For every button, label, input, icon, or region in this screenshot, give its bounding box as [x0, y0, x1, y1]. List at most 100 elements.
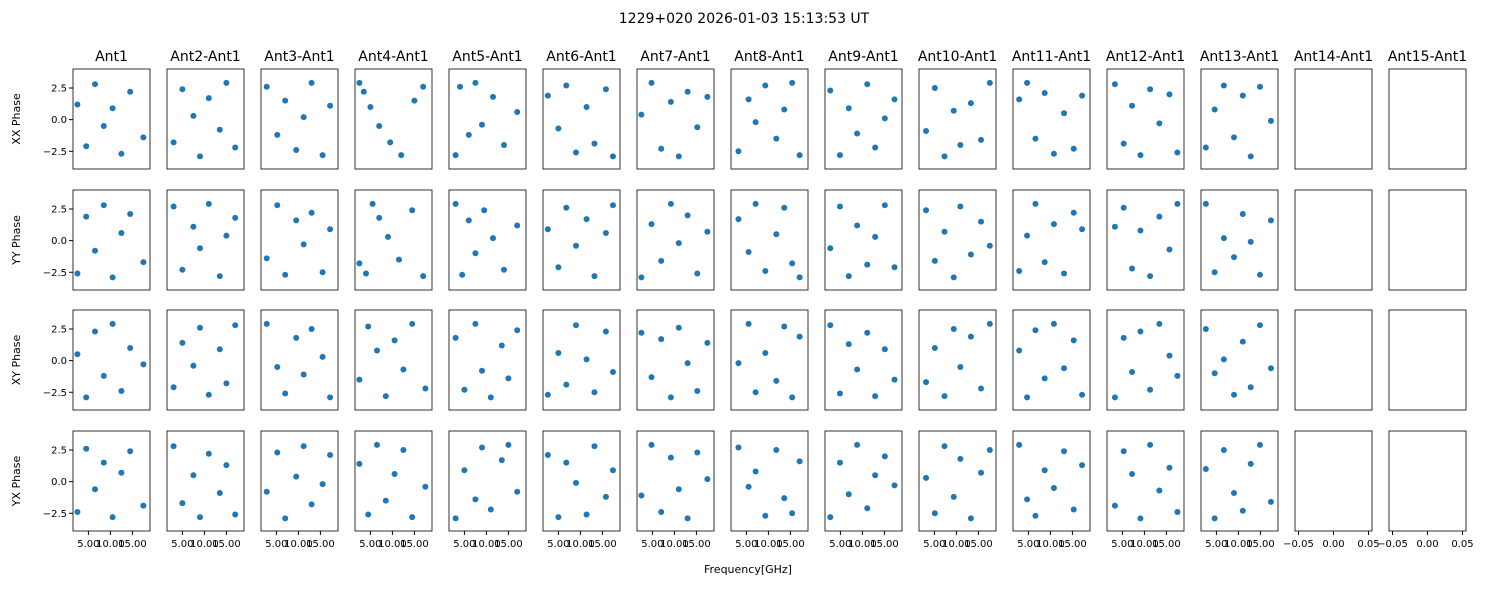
point: [74, 270, 81, 277]
point: [74, 509, 81, 516]
point: [752, 468, 759, 475]
axes-frame: [448, 189, 527, 291]
point: [216, 273, 223, 280]
point: [1137, 515, 1144, 522]
x-tick-label: 0.05: [1451, 539, 1473, 550]
point: [319, 269, 326, 276]
axes-frame: [1012, 68, 1091, 170]
axes-frame: [730, 430, 809, 532]
column-title: Ant7-Ant1: [640, 49, 710, 65]
point: [854, 366, 861, 373]
point: [452, 200, 459, 207]
point: [854, 130, 861, 137]
point: [83, 143, 90, 150]
point: [308, 501, 315, 508]
axes-frame: [1294, 309, 1373, 411]
x-tick-label: 10.00: [190, 539, 219, 550]
point: [872, 472, 879, 479]
point: [118, 150, 125, 157]
x-tick-label: 5.00: [547, 539, 569, 550]
point: [796, 274, 803, 281]
point: [1129, 102, 1136, 109]
point: [891, 96, 898, 103]
point: [465, 217, 472, 224]
point: [864, 505, 871, 512]
x-tick-label: 10.00: [942, 539, 971, 550]
point: [609, 369, 616, 376]
axes-frame: [1388, 430, 1467, 532]
point: [1247, 238, 1254, 245]
point: [490, 235, 496, 242]
point: [773, 231, 780, 238]
point: [479, 367, 485, 374]
point: [773, 135, 780, 142]
point: [190, 362, 197, 369]
axes-frame: [542, 189, 621, 291]
point: [891, 376, 898, 383]
point: [978, 469, 985, 476]
point: [179, 500, 186, 507]
point: [232, 322, 239, 329]
point: [92, 486, 98, 493]
point: [382, 497, 389, 504]
point: [684, 88, 691, 95]
axes-frame: [918, 430, 997, 532]
point: [872, 393, 879, 400]
point: [609, 153, 616, 160]
point: [400, 446, 407, 453]
point: [1174, 149, 1181, 156]
point: [1202, 465, 1209, 472]
axes-frame: [354, 430, 433, 532]
point: [1024, 394, 1031, 401]
point: [648, 221, 655, 228]
point: [1061, 365, 1068, 372]
point: [300, 241, 307, 248]
point: [796, 152, 803, 159]
point: [1137, 152, 1144, 159]
x-tick-label: 15.00: [1058, 539, 1087, 550]
point: [923, 207, 930, 214]
point: [796, 333, 803, 340]
axes-frame: [1200, 309, 1279, 411]
point: [881, 453, 888, 460]
point: [365, 323, 372, 330]
y-axis-label: XX Phase: [10, 93, 23, 145]
point: [1079, 462, 1086, 469]
point: [1041, 375, 1048, 382]
point: [170, 139, 177, 146]
point: [881, 346, 888, 353]
point: [360, 88, 367, 95]
y-axis-label: YX Phase: [10, 455, 23, 507]
x-tick-label: 15.00: [494, 539, 523, 550]
x-tick-label: 10.00: [96, 539, 125, 550]
point: [327, 102, 334, 109]
point: [591, 273, 598, 280]
axes-frame: [824, 430, 903, 532]
point: [197, 245, 203, 252]
point: [675, 153, 682, 160]
x-tick-label: 10.00: [378, 539, 407, 550]
axes-frame: [448, 430, 527, 532]
point: [109, 105, 116, 112]
column-title: Ant6-Ant1: [546, 49, 616, 65]
point: [1079, 391, 1086, 398]
point: [274, 363, 281, 370]
point: [648, 441, 655, 448]
column-title: Ant1: [95, 49, 128, 65]
point: [845, 491, 852, 498]
point: [694, 270, 701, 277]
point: [1032, 200, 1039, 207]
point: [170, 443, 177, 450]
point: [1016, 441, 1023, 448]
point: [667, 98, 674, 105]
point: [1120, 334, 1127, 341]
point: [387, 139, 394, 146]
point: [422, 483, 429, 490]
point: [300, 371, 307, 378]
point: [1129, 369, 1136, 376]
axes-frame: [824, 68, 903, 170]
point: [1016, 347, 1023, 354]
point: [1050, 221, 1057, 228]
point: [544, 391, 551, 398]
point: [363, 270, 369, 277]
